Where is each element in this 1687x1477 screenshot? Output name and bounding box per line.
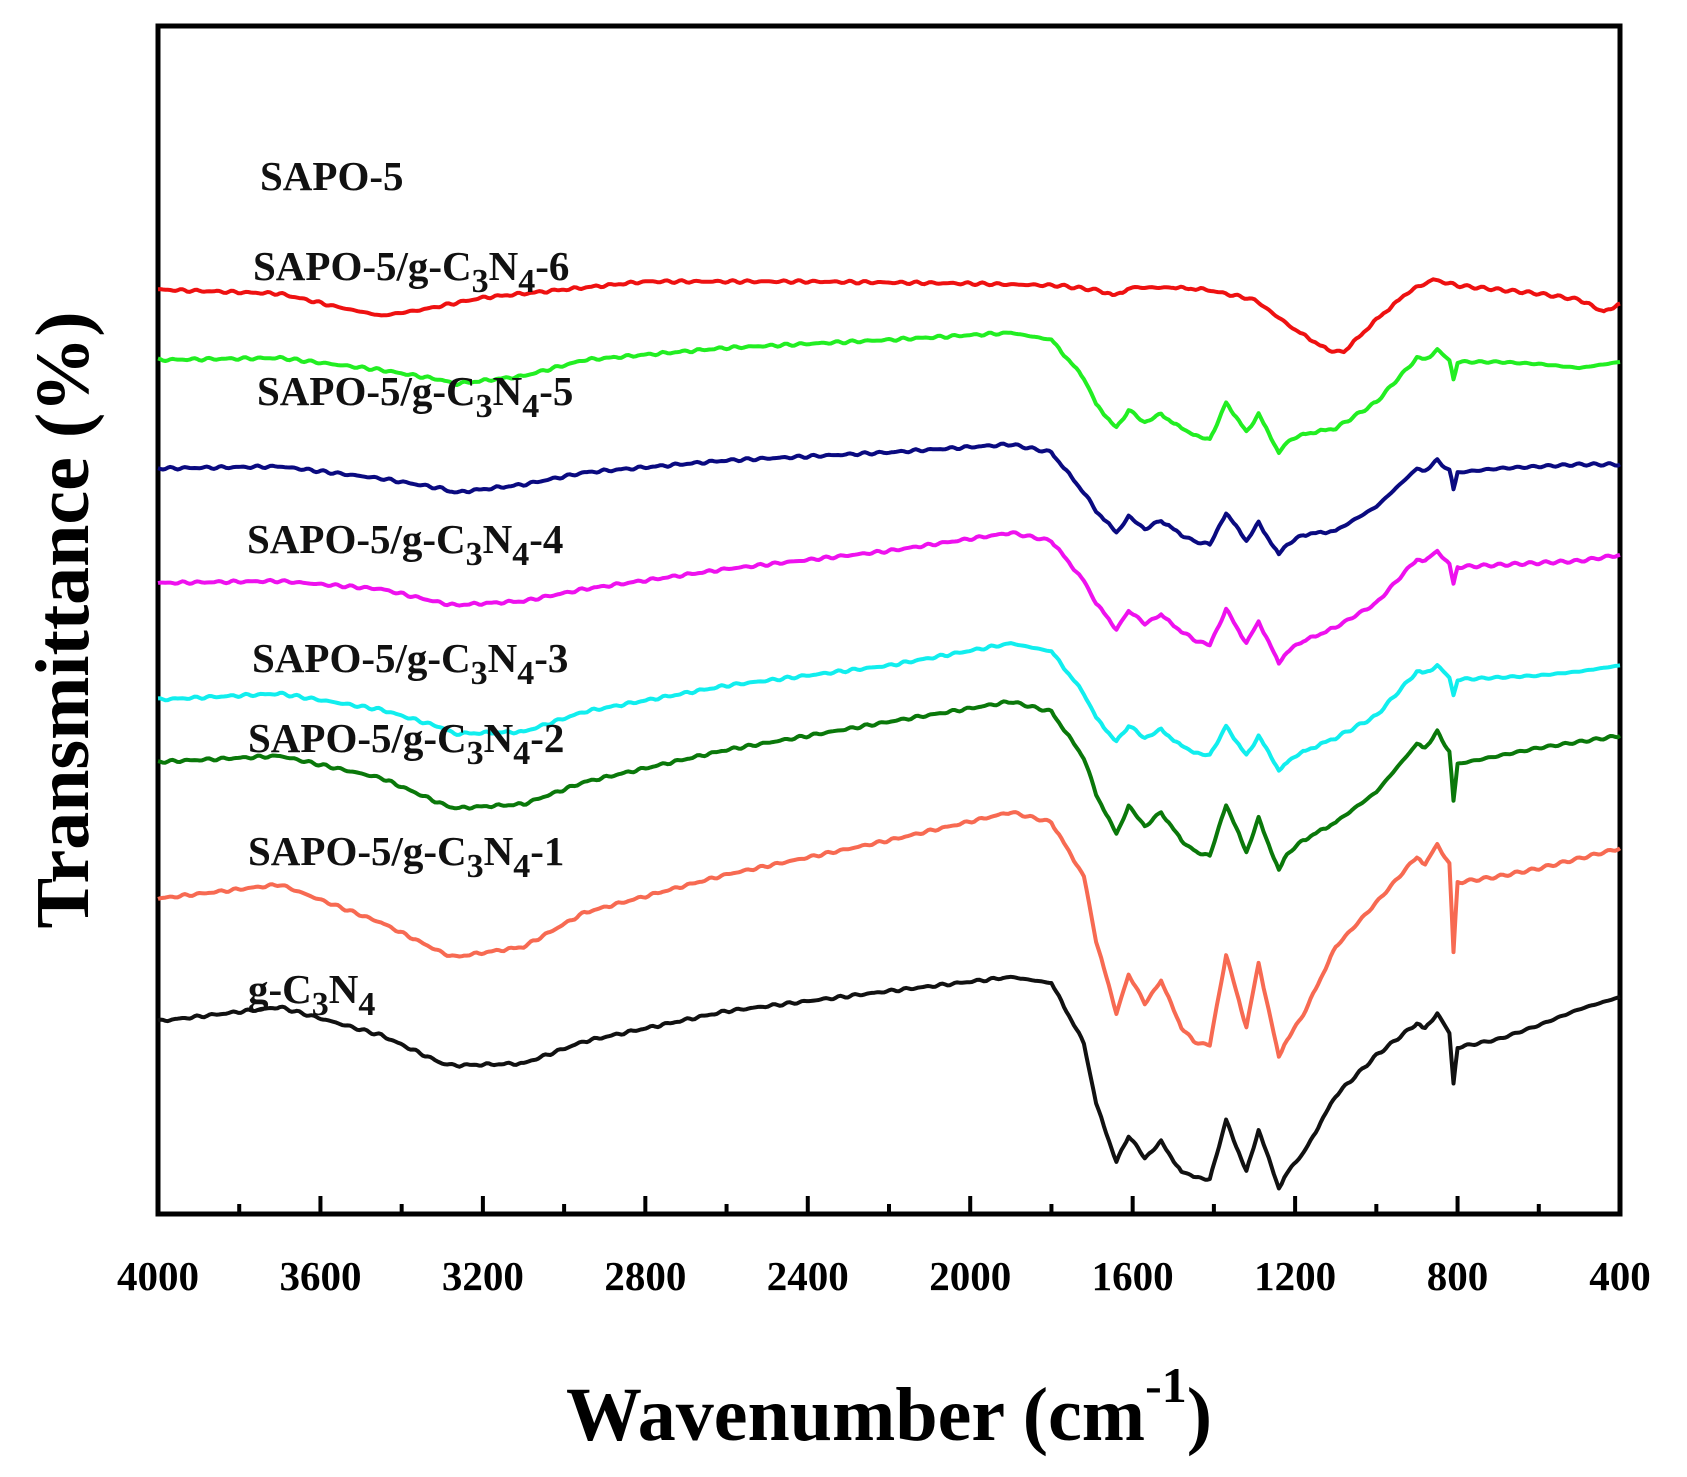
series-line-sapo-5 bbox=[157, 277, 1621, 355]
series-label: g-C3N4 bbox=[248, 966, 375, 1023]
series-label: SAPO-5/g-C3N4-2 bbox=[248, 715, 564, 772]
series-label: SAPO-5/g-C3N4-4 bbox=[247, 516, 563, 573]
series-line-sapo-5-g-c3n4-5 bbox=[157, 441, 1621, 557]
series-line-g-c3n4 bbox=[157, 974, 1621, 1191]
series-label: SAPO-5 bbox=[260, 153, 404, 199]
x-tick-label: 4000 bbox=[117, 1253, 199, 1299]
x-tick-label: 400 bbox=[1589, 1253, 1651, 1299]
series-line-sapo-5-g-c3n4-3 bbox=[157, 641, 1621, 773]
x-tick-label: 3200 bbox=[442, 1253, 524, 1299]
series-label: SAPO-5/g-C3N4-3 bbox=[252, 635, 568, 692]
x-tick-label: 2400 bbox=[767, 1253, 849, 1299]
series-line-sapo-5-g-c3n4-6 bbox=[157, 330, 1621, 455]
series-label: SAPO-5/g-C3N4-6 bbox=[253, 243, 569, 300]
x-axis-title-sup: -1 bbox=[1145, 1357, 1187, 1413]
x-tick-label: 3600 bbox=[279, 1253, 361, 1299]
series-labels: SAPO-5 SAPO-5/g-C3N4-6 SAPO-5/g-C3N4-5 SAPO… bbox=[247, 153, 573, 1023]
series-label: SAPO-5/g-C3N4-1 bbox=[248, 828, 564, 885]
series-line-sapo-5-g-c3n4-4 bbox=[157, 530, 1621, 666]
x-tick-label: 1600 bbox=[1092, 1253, 1174, 1299]
y-axis-title: Transmittance (%) bbox=[21, 311, 105, 928]
series-label: SAPO-5/g-C3N4-5 bbox=[257, 368, 573, 425]
series-lines bbox=[157, 277, 1622, 1191]
series-line-sapo-5-g-c3n4-1 bbox=[157, 810, 1622, 1059]
x-axis-ticks: 4000 3600 3200 2800 2400 2000 1600 1200 800 400 bbox=[117, 1196, 1651, 1299]
x-axis-title-main: Wavenumber (cm bbox=[566, 1373, 1145, 1457]
x-axis-title-close: ) bbox=[1187, 1373, 1212, 1457]
series-line-sapo-5-g-c3n4-2 bbox=[157, 699, 1622, 872]
x-axis-title: Wavenumber (cm-1) bbox=[566, 1357, 1212, 1457]
x-tick-label: 2800 bbox=[604, 1253, 686, 1299]
x-tick-label: 2000 bbox=[929, 1253, 1011, 1299]
x-tick-label: 800 bbox=[1427, 1253, 1489, 1299]
x-tick-label: 1200 bbox=[1254, 1253, 1336, 1299]
